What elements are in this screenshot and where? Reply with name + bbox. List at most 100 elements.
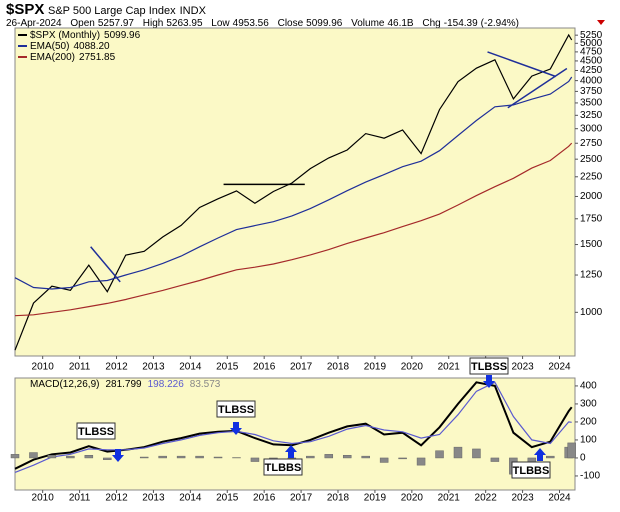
- x-tick-label: 2022: [475, 493, 498, 504]
- x-tick-label: 2012: [105, 493, 128, 504]
- x-tick-label: 2010: [32, 362, 55, 373]
- x-tick-label: 2021: [438, 493, 461, 504]
- histogram-bar: [546, 456, 554, 458]
- histogram-bar: [159, 456, 167, 458]
- histogram-bar: [29, 453, 37, 458]
- x-tick-label: 2021: [438, 362, 461, 373]
- macd-value: 281.799: [105, 379, 142, 390]
- histogram-bar: [380, 458, 388, 463]
- y-tick-label: 1000: [580, 307, 603, 318]
- open: 5257.97: [98, 18, 135, 29]
- x-tick-label: 2015: [216, 362, 239, 373]
- x-tick-label: 2020: [401, 493, 424, 504]
- y-tick-label: 1750: [580, 213, 603, 224]
- low: 4953.56: [233, 18, 270, 29]
- y-tick-label: 3750: [580, 86, 603, 97]
- macd-legend: MACD(12,26,9) 281.799 198.226 83.573: [30, 379, 221, 390]
- histogram-bar: [491, 458, 499, 462]
- x-tick-label: 2023: [511, 362, 534, 373]
- y-tick-label: 0: [580, 453, 586, 464]
- histogram-bar: [66, 456, 74, 458]
- annotation: TLBBS: [513, 465, 550, 477]
- y-tick-label: 3500: [580, 98, 603, 109]
- histogram-bar: [177, 456, 185, 458]
- y-tick-label: 1500: [580, 239, 603, 250]
- histogram-bar: [11, 454, 19, 458]
- x-tick-label: 2019: [364, 362, 387, 373]
- y-tick-label: 1250: [580, 270, 603, 281]
- histogram-bar: [251, 458, 259, 462]
- annotation: TLBSS: [218, 404, 254, 416]
- y-tick-label: 100: [580, 435, 597, 446]
- histogram-bar: [214, 457, 222, 458]
- x-tick-label: 2014: [179, 362, 202, 373]
- x-tick-label: 2017: [290, 362, 313, 373]
- x-tick-label: 2018: [327, 493, 350, 504]
- y-tick-label: 3250: [580, 110, 603, 121]
- y-tick-label: 2000: [580, 191, 603, 202]
- legend-entry: EMA(200)2751.85: [30, 52, 116, 63]
- x-tick-label: 2023: [511, 493, 534, 504]
- x-tick-label: 2015: [216, 493, 239, 504]
- plot-area: [15, 28, 575, 356]
- y-tick-label: -100: [580, 471, 600, 482]
- change-pct: (-2.94%): [481, 18, 519, 29]
- histogram-bar: [343, 455, 351, 458]
- legend-value: 5099.96: [104, 30, 141, 41]
- symbol: $SPX: [6, 1, 44, 18]
- histogram-bar: [48, 455, 56, 458]
- y-tick-label: 2750: [580, 138, 603, 149]
- legend-name: EMA(50): [30, 41, 69, 52]
- volume-label: Volume: [351, 18, 385, 29]
- histogram-bar: [417, 458, 425, 465]
- histogram-bar: [325, 454, 333, 458]
- y-tick-label: 2250: [580, 171, 603, 182]
- histogram-bar: [454, 447, 462, 458]
- index-name: S&P 500 Large Cap Index INDX: [48, 5, 207, 17]
- x-tick-label: 2013: [142, 362, 165, 373]
- histogram-bar: [196, 456, 204, 458]
- x-tick-label: 2010: [32, 493, 55, 504]
- histogram-bar: [306, 456, 314, 458]
- macd-title: MACD(12,26,9): [30, 379, 99, 390]
- histogram-bar: [85, 455, 93, 458]
- close-label: Close: [278, 18, 304, 29]
- histogram-bar: [436, 451, 444, 458]
- macd-value: 198.226: [148, 379, 185, 390]
- x-tick-label: 2016: [253, 362, 276, 373]
- x-tick-label: 2018: [327, 362, 350, 373]
- histogram-bar: [472, 449, 480, 458]
- annotation: TLBSS: [471, 361, 507, 373]
- low-label: Low: [211, 18, 230, 29]
- x-tick-label: 2024: [548, 362, 571, 373]
- change-label: Chg: [422, 18, 440, 29]
- x-tick-label: 2019: [364, 493, 387, 504]
- open-label: Open: [70, 18, 94, 29]
- y-tick-label: 4000: [580, 75, 603, 86]
- date: 26-Apr-2024: [6, 18, 62, 29]
- high-label: High: [143, 18, 164, 29]
- y-tick-label: 2500: [580, 154, 603, 165]
- legend-entry: $SPX (Monthly) 5099.96: [30, 30, 141, 41]
- macd-value: 83.573: [190, 379, 221, 390]
- legend-name: $SPX (Monthly): [30, 30, 100, 41]
- y-tick-label: 200: [580, 417, 597, 428]
- y-tick-label: 4250: [580, 65, 603, 76]
- exchange: INDX: [180, 5, 207, 17]
- name: S&P 500 Large Cap Index: [48, 5, 176, 17]
- legend-value: 2751.85: [79, 52, 116, 63]
- x-tick-label: 2012: [105, 362, 128, 373]
- y-tick-label: 3000: [580, 123, 603, 134]
- annotation: TLBBS: [265, 462, 302, 474]
- y-tick-label: 300: [580, 399, 597, 410]
- high: 5263.95: [166, 18, 203, 29]
- close: 5099.96: [306, 18, 343, 29]
- x-tick-label: 2016: [253, 493, 276, 504]
- x-tick-label: 2013: [142, 493, 165, 504]
- histogram-bar: [399, 458, 407, 459]
- x-tick-label: 2011: [69, 493, 91, 504]
- y-tick-label: 5250: [580, 30, 603, 41]
- x-tick-label: 2014: [179, 493, 202, 504]
- y-tick-label: 400: [580, 381, 597, 392]
